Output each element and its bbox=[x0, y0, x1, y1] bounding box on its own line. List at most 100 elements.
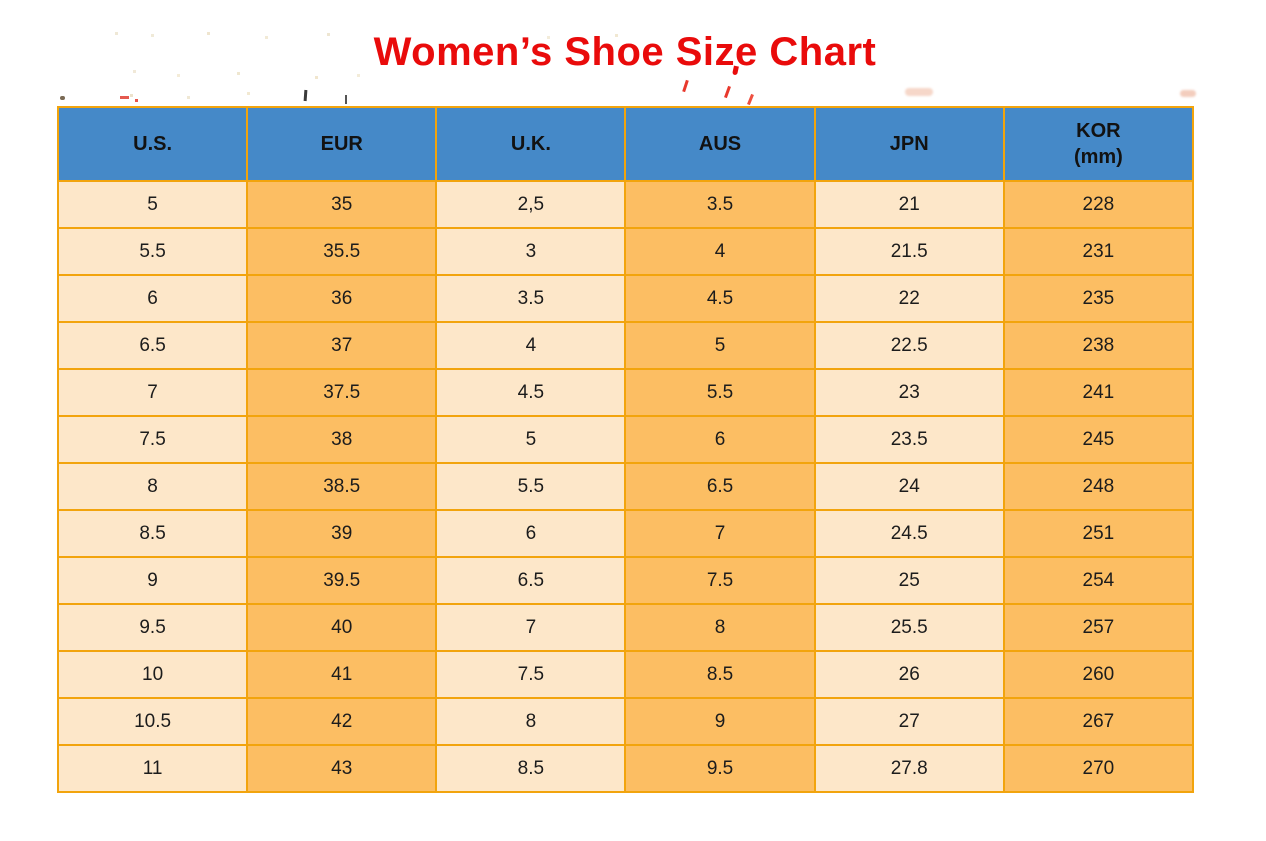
table-cell: 26 bbox=[813, 650, 1005, 699]
column-header-jpn: JPN bbox=[813, 106, 1005, 182]
table-cell: 39.5 bbox=[246, 556, 438, 605]
table-cell: 43 bbox=[246, 744, 438, 793]
column-header-us: U.S. bbox=[56, 106, 249, 182]
table-cell: 22 bbox=[813, 274, 1005, 323]
shoe-size-table: U.S. EUR U.K. AUS JPN KOR (mm) 5 35 2,5 3.5 21 228 5… bbox=[56, 106, 1195, 793]
table-cell: 8.5 bbox=[435, 744, 627, 793]
column-header-uk: U.K. bbox=[435, 106, 627, 182]
table-cell: 7 bbox=[435, 603, 627, 652]
table-row: 11 43 8.5 9.5 27.8 270 bbox=[56, 744, 1195, 793]
table-cell: 4 bbox=[624, 227, 816, 276]
table-cell: 4 bbox=[435, 321, 627, 370]
table-cell: 8.5 bbox=[624, 650, 816, 699]
table-cell: 37.5 bbox=[246, 368, 438, 417]
table-row: 7 37.5 4.5 5.5 23 241 bbox=[56, 368, 1195, 417]
table-row: 10 41 7.5 8.5 26 260 bbox=[56, 650, 1195, 699]
table-cell: 5 bbox=[624, 321, 816, 370]
table-row: 9 39.5 6.5 7.5 25 254 bbox=[56, 556, 1195, 605]
table-row: 8.5 39 6 7 24.5 251 bbox=[56, 509, 1195, 558]
watermark-artifact bbox=[1180, 90, 1196, 97]
table-cell: 254 bbox=[1002, 556, 1195, 605]
column-header-aus: AUS bbox=[624, 106, 816, 182]
table-row: 9.5 40 7 8 25.5 257 bbox=[56, 603, 1195, 652]
table-cell: 27.8 bbox=[813, 744, 1005, 793]
table-cell: 11 bbox=[56, 744, 249, 793]
table-cell: 260 bbox=[1002, 650, 1195, 699]
table-cell: 5.5 bbox=[56, 227, 249, 276]
watermark-artifact bbox=[135, 99, 138, 102]
table-row: 8 38.5 5.5 6.5 24 248 bbox=[56, 462, 1195, 511]
table-cell: 7.5 bbox=[624, 556, 816, 605]
table-header-row: U.S. EUR U.K. AUS JPN KOR (mm) bbox=[56, 106, 1195, 182]
table-cell: 25 bbox=[813, 556, 1005, 605]
table-cell: 9.5 bbox=[624, 744, 816, 793]
table-cell: 36 bbox=[246, 274, 438, 323]
table-cell: 9.5 bbox=[56, 603, 249, 652]
shoe-size-table-container: U.S. EUR U.K. AUS JPN KOR (mm) 5 35 2,5 3.5 21 228 5… bbox=[56, 106, 1195, 793]
page-title: Women’s Shoe Size Chart bbox=[373, 30, 877, 74]
table-cell: 267 bbox=[1002, 697, 1195, 746]
table-row: 10.5 42 8 9 27 267 bbox=[56, 697, 1195, 746]
table-cell: 21 bbox=[813, 180, 1005, 229]
table-cell: 10.5 bbox=[56, 697, 249, 746]
table-cell: 38 bbox=[246, 415, 438, 464]
table-cell: 7.5 bbox=[56, 415, 249, 464]
watermark-artifact bbox=[682, 79, 689, 93]
table-cell: 251 bbox=[1002, 509, 1195, 558]
table-cell: 6 bbox=[435, 509, 627, 558]
table-cell: 10 bbox=[56, 650, 249, 699]
table-cell: 4.5 bbox=[624, 274, 816, 323]
table-cell: 35.5 bbox=[246, 227, 438, 276]
table-cell: 7 bbox=[624, 509, 816, 558]
table-cell: 23.5 bbox=[813, 415, 1005, 464]
table-cell: 3.5 bbox=[435, 274, 627, 323]
watermark-artifact bbox=[60, 96, 65, 100]
table-row: 6.5 37 4 5 22.5 238 bbox=[56, 321, 1195, 370]
table-cell: 38.5 bbox=[246, 462, 438, 511]
table-cell: 241 bbox=[1002, 368, 1195, 417]
table-cell: 3.5 bbox=[624, 180, 816, 229]
table-cell: 25.5 bbox=[813, 603, 1005, 652]
table-row: 5.5 35.5 3 4 21.5 231 bbox=[56, 227, 1195, 276]
column-header-eur: EUR bbox=[246, 106, 438, 182]
table-cell: 3 bbox=[435, 227, 627, 276]
table-cell: 270 bbox=[1002, 744, 1195, 793]
table-cell: 5.5 bbox=[624, 368, 816, 417]
watermark-artifact bbox=[905, 88, 933, 96]
watermark-artifact-dots bbox=[115, 32, 118, 35]
table-cell: 7 bbox=[56, 368, 249, 417]
watermark-artifact bbox=[303, 89, 308, 102]
table-cell: 2,5 bbox=[435, 180, 627, 229]
watermark-artifact bbox=[120, 96, 129, 99]
table-cell: 42 bbox=[246, 697, 438, 746]
table-cell: 6 bbox=[56, 274, 249, 323]
table-cell: 6.5 bbox=[435, 556, 627, 605]
table-cell: 9 bbox=[624, 697, 816, 746]
table-cell: 22.5 bbox=[813, 321, 1005, 370]
table-cell: 5 bbox=[56, 180, 249, 229]
table-row: 6 36 3.5 4.5 22 235 bbox=[56, 274, 1195, 323]
watermark-artifact bbox=[724, 85, 731, 99]
watermark-artifact bbox=[747, 93, 754, 106]
table-cell: 5 bbox=[435, 415, 627, 464]
table-row: 7.5 38 5 6 23.5 245 bbox=[56, 415, 1195, 464]
table-cell: 39 bbox=[246, 509, 438, 558]
table-cell: 23 bbox=[813, 368, 1005, 417]
table-cell: 27 bbox=[813, 697, 1005, 746]
table-cell: 8 bbox=[435, 697, 627, 746]
table-cell: 5.5 bbox=[435, 462, 627, 511]
table-cell: 8 bbox=[56, 462, 249, 511]
table-cell: 41 bbox=[246, 650, 438, 699]
table-cell: 21.5 bbox=[813, 227, 1005, 276]
table-cell: 40 bbox=[246, 603, 438, 652]
table-cell: 6.5 bbox=[56, 321, 249, 370]
watermark-artifact bbox=[345, 95, 347, 104]
column-header-kor: KOR (mm) bbox=[1002, 106, 1195, 182]
table-cell: 238 bbox=[1002, 321, 1195, 370]
table-cell: 248 bbox=[1002, 462, 1195, 511]
table-cell: 6.5 bbox=[624, 462, 816, 511]
table-cell: 257 bbox=[1002, 603, 1195, 652]
table-cell: 24 bbox=[813, 462, 1005, 511]
table-cell: 37 bbox=[246, 321, 438, 370]
